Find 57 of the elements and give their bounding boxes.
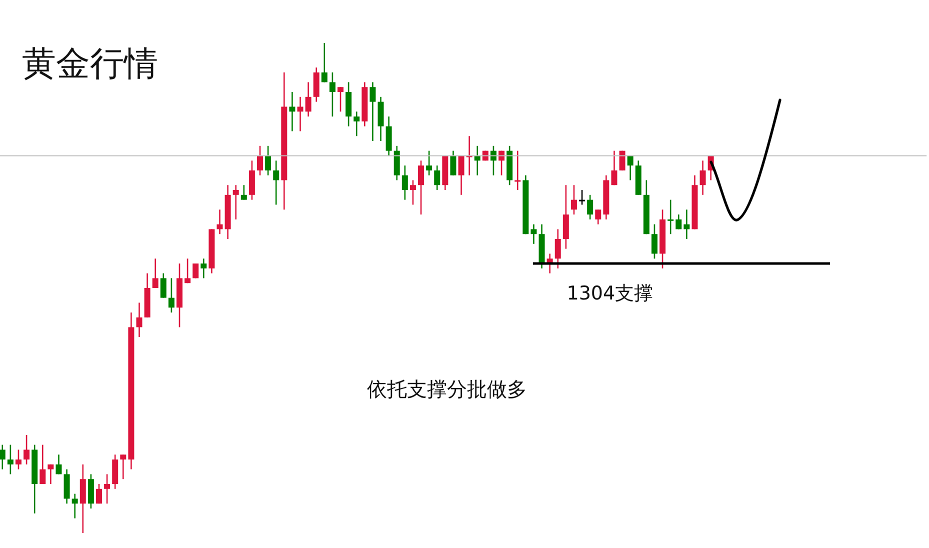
candlestick	[273, 160, 280, 206]
candlestick	[152, 258, 158, 289]
candlestick	[338, 86, 344, 112]
candlestick	[570, 184, 577, 216]
candlestick	[402, 164, 408, 200]
candlestick	[370, 82, 376, 142]
candlestick	[651, 224, 658, 260]
candlestick	[184, 258, 191, 284]
candlestick	[530, 224, 537, 245]
candlestick	[48, 464, 54, 485]
candlestick	[676, 214, 682, 230]
candlestick	[232, 184, 239, 220]
candlestick	[15, 449, 22, 470]
candlestick	[554, 228, 561, 270]
candlestick	[56, 454, 62, 475]
candlestick	[514, 150, 521, 191]
candlestick	[595, 208, 602, 225]
candlestick	[474, 145, 480, 176]
candlestick	[354, 110, 360, 137]
candlestick	[321, 43, 328, 83]
candlestick	[434, 164, 440, 191]
candlestick	[136, 302, 142, 338]
candlestick	[0, 444, 6, 470]
candlestick	[257, 145, 264, 176]
candlestick	[684, 208, 690, 240]
candlestick	[587, 194, 594, 220]
candlestick	[700, 160, 706, 196]
candlestick	[418, 160, 424, 216]
candlestick	[216, 208, 223, 235]
candlestick	[426, 150, 432, 176]
candlestick	[192, 262, 199, 279]
ref-line-label: 1304支撑	[566, 282, 654, 304]
annotation: 依托支撑分批做多	[366, 376, 528, 403]
candlestick	[96, 483, 102, 504]
candlestick	[297, 96, 304, 132]
candlestick	[200, 258, 207, 279]
candlestick	[289, 91, 296, 132]
candlestick	[120, 454, 126, 480]
candlestick	[579, 189, 586, 206]
candlestick	[7, 444, 14, 475]
candlestick	[450, 150, 456, 176]
candlestick	[329, 72, 336, 118]
candlestick	[168, 278, 174, 314]
candlestick	[40, 444, 46, 485]
candlestick	[627, 155, 634, 181]
candlestick	[305, 82, 312, 118]
candlestick	[160, 272, 166, 298]
candlestick	[104, 474, 110, 504]
candlestick	[265, 145, 272, 176]
candlestick	[611, 150, 618, 186]
candlestick	[458, 155, 464, 196]
candlestick	[72, 493, 78, 519]
candlestick	[240, 184, 247, 200]
chart-title: 黄金行情	[22, 43, 158, 86]
candlestick	[24, 434, 30, 466]
candlestick	[410, 180, 416, 206]
candlestick	[668, 199, 674, 235]
